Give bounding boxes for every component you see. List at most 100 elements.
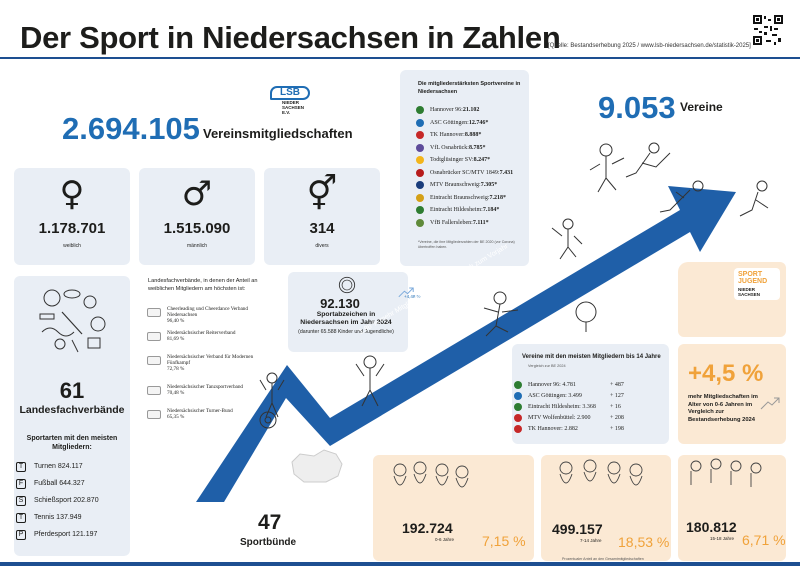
club-value: 8.247*: [473, 157, 491, 164]
sports-equipment-illustration: [39, 289, 106, 353]
growth-arrow-icon: [760, 397, 780, 410]
footer-divider: [0, 562, 800, 566]
top-sports-title: Sportarten mit den meisten Mitgliedern:: [26, 435, 118, 451]
club-value: 3.499: [568, 392, 582, 399]
sportjugend-logo: SPORT JUGEND NIEDER SACHSEN: [734, 268, 780, 300]
qr-code-icon[interactable]: [752, 14, 784, 46]
list-item: Todtglüsinger SV: 8.247*: [416, 154, 524, 167]
club-name: TK Hannover:: [430, 132, 465, 139]
male-label: männlich: [186, 243, 207, 249]
federation-value: 81,69 %: [167, 336, 185, 343]
federation-name: Niedersächsischer Verband für Modernen F…: [167, 354, 254, 367]
age-footnote: Prozentualer Anteil an den Gesamtmitglie…: [562, 557, 644, 561]
list-item: TK Hannover: 8.888*: [416, 129, 524, 142]
source-note: [Quelle: Bestandserhebung 2025 / www.lsb…: [548, 43, 751, 49]
club-logo-icon: [416, 193, 424, 202]
list-item: Cheerleading und Cheerdance Verband Nied…: [147, 306, 269, 330]
club-value: 7.111*: [472, 219, 489, 226]
club-logo-icon: [416, 106, 424, 115]
badges-value: 92.130: [320, 296, 360, 311]
club-logo-icon: [416, 206, 424, 215]
club-name: Eintracht Hildesheim:: [528, 403, 583, 410]
female-share-title: Landesfachverbände, in denen der Anteil …: [148, 278, 258, 292]
list-item: ASC Göttingen: 3.499 + 127: [514, 390, 650, 401]
club-logo-icon: [514, 402, 522, 411]
tennis-icon: T: [16, 512, 26, 523]
club-increase: + 208: [610, 414, 624, 421]
club-increase: + 16: [610, 403, 621, 410]
football-icon: F: [16, 478, 26, 489]
list-item: MTV Braunschweig: 7.305*: [416, 179, 524, 192]
club-value: 8.785*: [468, 144, 486, 151]
youth-clubs-title: Vereine mit den meisten Mitgliedern bis …: [522, 354, 661, 360]
gender-card-female: ♀ 1.178.701 weiblich: [14, 168, 130, 265]
federation-value: 96,40 %: [167, 318, 185, 325]
female-share-list: Cheerleading und Cheerdance Verband Nied…: [147, 306, 269, 432]
club-logo-icon: [416, 181, 424, 190]
list-item: Niedersächsischer Turner-Bund 65,35 %: [147, 408, 269, 432]
list-item: TK Hannover: 2.882 + 198: [514, 423, 650, 434]
page-title: Der Sport in Niedersachsen in Zahlen: [20, 20, 561, 55]
club-value: 7.184*: [482, 207, 500, 214]
club-name: Eintracht Hildesheim:: [430, 207, 483, 214]
list-item: Niedersächsischer Reiterverband 81,69 %: [147, 330, 269, 354]
header-divider: [0, 57, 800, 59]
list-item: VfL Osnabrück: 8.785*: [416, 142, 524, 155]
age-pct-15-18: 6,71 %: [742, 532, 786, 548]
list-item: Eintracht Braunschweig: 7.218*: [416, 192, 524, 205]
list-item: ASC Göttingen: 12.746*: [416, 117, 524, 130]
club-increase: + 127: [610, 392, 624, 399]
club-name: VfB Fallersleben:: [430, 219, 473, 226]
female-icon: ♀: [59, 174, 85, 214]
youth-clubs-subtitle: Vergleich zur BE 2024: [528, 364, 566, 368]
top-clubs-title: Die mitgliederstärksten Sportvereine in …: [418, 81, 521, 95]
lsb-logo-text: LSB: [270, 86, 310, 100]
club-value: 12.746*: [468, 119, 489, 126]
club-name: ASC Göttingen:: [528, 392, 569, 399]
list-item: Niedersächsischer Verband für Modernen F…: [147, 354, 269, 384]
list-item: T Tennis 137.949: [16, 509, 99, 526]
club-value: 2.900: [576, 414, 591, 421]
list-item: Hannover 96: 4.781 + 487: [514, 379, 650, 390]
club-name: Todtglüsinger SV:: [430, 157, 474, 164]
federation-logo-icon: [147, 410, 161, 419]
club-logo-icon: [416, 168, 424, 177]
age-pct-0-6: 7,15 %: [482, 533, 526, 549]
gymnastics-icon: T: [16, 461, 26, 472]
list-item: Eintracht Hildesheim: 7.184*: [416, 204, 524, 217]
club-value: 7.431: [499, 169, 514, 176]
age-value-0-6: 192.724: [402, 520, 453, 536]
club-value: 7.218*: [489, 194, 506, 201]
districts-label: Sportbünde: [240, 537, 297, 548]
federation-logo-icon: [147, 386, 161, 395]
youth-growth-value: +4,5 %: [688, 360, 764, 387]
club-value: 4.781: [562, 381, 576, 388]
federations-label: Landesfachverbände: [19, 404, 125, 416]
diverse-label: divers: [315, 243, 329, 249]
club-name: Osnabrücker SC/MTV 1849:: [430, 169, 500, 176]
club-logo-icon: [514, 380, 522, 389]
federations-value: 61: [59, 378, 85, 403]
sport-badge-icon: [338, 276, 356, 294]
age-value-7-14: 499.157: [552, 521, 603, 537]
male-icon: ♂: [181, 174, 213, 214]
club-value: 8.888*: [464, 132, 482, 139]
list-item: F Fußball 644.327: [16, 475, 99, 492]
badges-sub: (darunter 65.588 Kinder und Jugendliche): [298, 329, 394, 335]
sportjugend-logo-text: JUGEND: [738, 278, 768, 285]
sport-text: Fußball 644.327: [34, 480, 85, 487]
federation-logo-icon: [147, 332, 161, 341]
youth-clubs-list: Hannover 96: 4.781 + 487 ASC Göttingen: 3…: [514, 379, 650, 434]
list-item: Niedersächsischer Tanzsportverband 70,48 …: [147, 384, 269, 408]
sport-text: Schießsport 202.870: [34, 497, 99, 504]
club-name: Hannover 96:: [528, 381, 563, 388]
federation-value: 65,35 %: [167, 414, 185, 421]
club-logo-icon: [416, 131, 424, 140]
club-name: Hannover 96:: [430, 107, 463, 114]
club-value: 21.102: [462, 107, 480, 114]
club-logo-icon: [416, 156, 424, 165]
club-name: MTV Wolfenbüttel:: [528, 414, 577, 421]
districts-value: 47: [258, 511, 282, 534]
federation-logo-icon: [147, 356, 161, 365]
gender-card-male: ♂ 1.515.090 männlich: [139, 168, 255, 265]
